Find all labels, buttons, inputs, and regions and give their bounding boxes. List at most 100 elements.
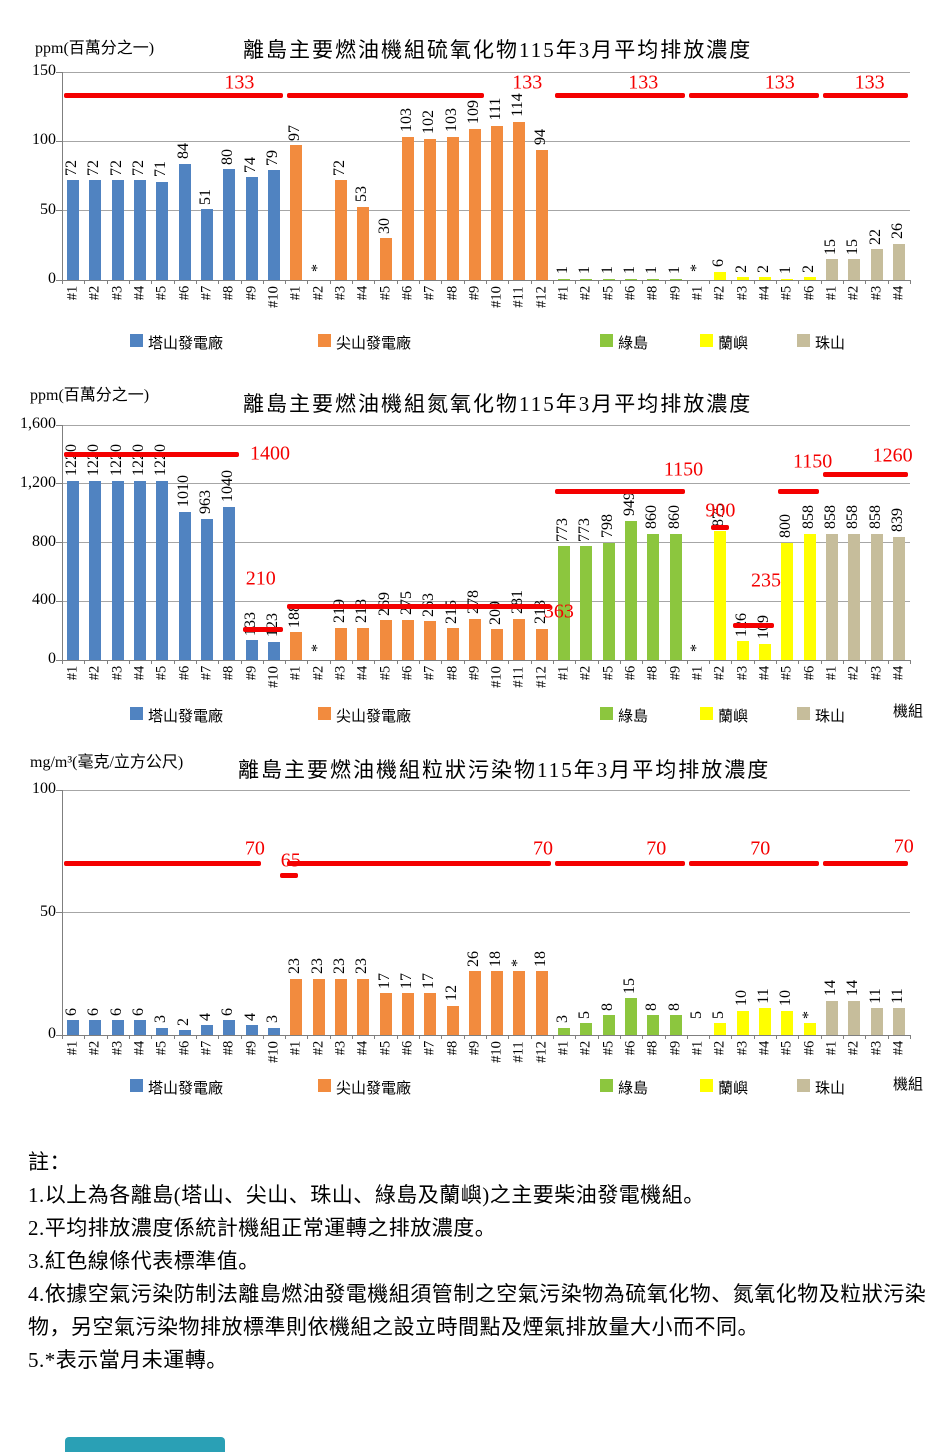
legend-label: 珠山 — [815, 709, 846, 725]
notes-section: 註： 1.以上為各離島(塔山、尖山、珠山、綠島及蘭嶼)之主要柴油發電機組。 2.… — [28, 1146, 936, 1377]
bar — [580, 1022, 593, 1035]
bar-value-label: 4 — [197, 1012, 215, 1021]
bar-value-label: 3 — [554, 1015, 572, 1024]
gridline — [62, 600, 910, 602]
x-tick-mark — [173, 1035, 175, 1039]
x-tick-mark — [820, 1035, 822, 1039]
x-tick-label: #1 — [823, 285, 840, 301]
x-tick-mark — [508, 280, 510, 284]
x-tick-label: #12 — [533, 286, 550, 308]
y-tick-mark — [56, 71, 62, 73]
x-tick-label: #1 — [689, 1040, 706, 1056]
bar-value-label: 1 — [777, 266, 795, 275]
x-tick-mark — [865, 1035, 867, 1039]
bar — [134, 1020, 147, 1035]
x-tick-mark — [463, 280, 465, 284]
x-tick-mark — [552, 1035, 554, 1039]
x-tick-label: #3 — [734, 285, 751, 301]
bar — [201, 518, 214, 660]
x-tick-label: #6 — [399, 1040, 416, 1056]
y-tick-label: 50 — [40, 902, 56, 920]
x-tick-label: #2 — [845, 665, 862, 681]
y-tick-mark — [56, 789, 62, 791]
bar — [178, 163, 191, 280]
bar-value-label: 17 — [420, 972, 438, 989]
bar-value-label: 79 — [264, 149, 281, 166]
x-tick-mark — [820, 660, 822, 664]
bar-value-label: 963 — [197, 489, 215, 514]
x-tick-label: #8 — [444, 1040, 461, 1056]
bar — [825, 259, 838, 280]
x-tick-label: #6 — [801, 285, 818, 301]
standard-value-label: 133 — [764, 71, 795, 94]
legend-swatch — [130, 1079, 143, 1092]
bar-value-label: 3 — [152, 1015, 170, 1024]
bar-value-label: 72 — [130, 159, 148, 176]
bar — [491, 971, 504, 1035]
x-tick-mark — [329, 660, 331, 664]
x-tick-mark — [642, 660, 644, 664]
x-tick-mark — [374, 660, 376, 664]
x-tick-mark — [508, 1035, 510, 1039]
x-tick-mark — [508, 660, 510, 664]
standard-value-label: 70 — [750, 837, 771, 859]
x-tick-mark — [307, 280, 309, 284]
bar — [870, 249, 883, 280]
y-tick-label: 0 — [48, 650, 56, 667]
bar — [201, 1025, 214, 1035]
bar-value-label: 11 — [754, 987, 772, 1004]
x-tick-mark — [642, 1035, 644, 1039]
x-tick-mark — [798, 1035, 800, 1039]
bar — [89, 1020, 102, 1035]
x-tick-mark — [530, 660, 532, 664]
x-tick-label: #9 — [667, 1040, 684, 1056]
bar-value-label: 72 — [85, 159, 103, 176]
chart-title-sox: 離島主要燃油機組硫氧化物115年3月平均排放濃度 — [243, 38, 753, 62]
x-tick-label: #8 — [644, 285, 661, 301]
bar-value-label: 8 — [665, 1003, 683, 1012]
standard-value-label: 1400 — [249, 442, 290, 465]
legend-label: 綠島 — [618, 709, 649, 725]
x-tick-mark — [84, 1035, 86, 1039]
legend-swatch — [318, 334, 331, 347]
x-tick-label: #6 — [399, 285, 416, 301]
standard-value-label: 133 — [512, 71, 543, 94]
bar — [424, 138, 437, 280]
x-tick-label: #1 — [823, 665, 840, 681]
standard-value-label: 235 — [750, 569, 781, 592]
bar — [446, 628, 459, 660]
gridline — [62, 424, 910, 426]
bar — [89, 180, 102, 280]
x-tick-mark — [374, 280, 376, 284]
bar-value-label: 860 — [643, 504, 661, 529]
x-tick-label: #1 — [64, 1040, 81, 1056]
x-tick-label: #3 — [332, 1040, 349, 1056]
note-item-4: 4.依據空氣污染防制法離島燃油發電機組須管制之空氣污染物為硫氧化物、氮氧化物及粒… — [28, 1282, 927, 1339]
bar — [156, 181, 169, 280]
x-tick-mark — [731, 280, 733, 284]
x-tick-label: #4 — [131, 1040, 148, 1056]
bar — [848, 533, 861, 660]
x-tick-mark — [753, 660, 755, 664]
y-tick-mark — [56, 1034, 62, 1036]
x-tick-label: #1 — [555, 285, 572, 301]
bar-value-label: 51 — [197, 188, 215, 205]
x-axis-unit-label: 機組 — [893, 1077, 924, 1093]
x-tick-label: #3 — [868, 285, 885, 301]
x-tick-label: #8 — [644, 665, 661, 681]
bar-value-label: * — [308, 264, 326, 272]
x-tick-label: #2 — [310, 1040, 327, 1056]
x-tick-mark — [664, 280, 666, 284]
legend-label: 尖山發電廠 — [336, 709, 412, 725]
x-tick-label: #2 — [845, 1040, 862, 1056]
x-tick-label: #1 — [555, 665, 572, 681]
x-tick-label: #9 — [243, 285, 260, 301]
standard-value-label: 210 — [245, 567, 276, 590]
bar — [379, 238, 392, 280]
x-tick-label: #5 — [153, 665, 170, 681]
x-tick-mark — [910, 280, 911, 284]
bar — [334, 978, 347, 1035]
bar-value-label: 858 — [799, 505, 817, 530]
x-tick-label: #4 — [756, 1040, 773, 1056]
